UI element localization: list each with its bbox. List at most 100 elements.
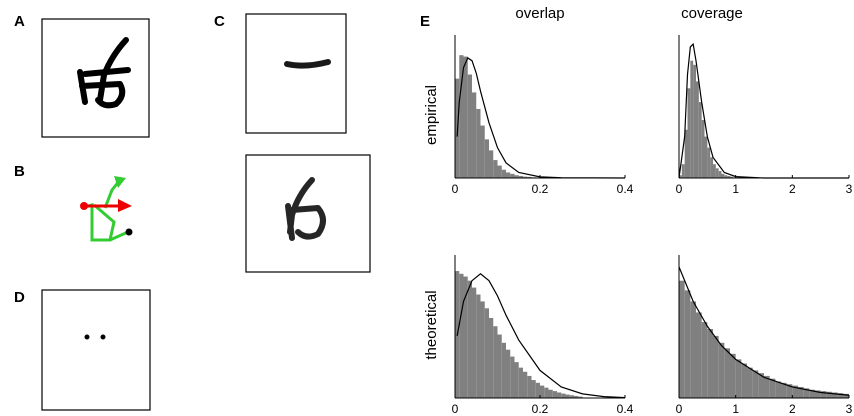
- histogram-bar: [574, 395, 579, 398]
- histogram-bar: [681, 164, 685, 178]
- histogram-bar: [696, 81, 699, 178]
- histogram-bar: [724, 348, 730, 398]
- histogram-bar: [715, 168, 719, 178]
- panel-label: C: [214, 13, 225, 30]
- histogram-bar: [690, 301, 696, 398]
- histogram-bar: [459, 55, 464, 178]
- histogram-bar: [463, 276, 468, 398]
- histogram-bar: [718, 342, 725, 398]
- histogram-bar: [684, 129, 688, 178]
- x-tick-label: 0.2: [532, 402, 549, 416]
- histogram-bar: [472, 287, 477, 398]
- histogram-bar: [497, 334, 502, 398]
- histogram-bar: [684, 290, 691, 398]
- histogram-bar: [501, 169, 506, 178]
- x-tick-label: 1: [732, 182, 739, 196]
- histogram-bar: [710, 157, 713, 178]
- histogram-bar: [493, 160, 498, 178]
- histogram-bar: [679, 280, 685, 398]
- histogram-bar: [730, 353, 736, 398]
- histogram-bar: [690, 60, 694, 179]
- histogram-bar: [501, 342, 506, 398]
- panel-label: A: [14, 13, 25, 30]
- column-title: coverage: [681, 5, 743, 22]
- row-title: theoretical: [423, 290, 440, 359]
- histogram-bar: [467, 280, 472, 398]
- histogram-bar: [489, 317, 494, 398]
- fit-curve: [456, 57, 626, 179]
- panel-label: B: [14, 163, 25, 180]
- histogram-bar: [569, 395, 574, 398]
- histogram-bar: [713, 335, 719, 398]
- x-tick-label: 3: [846, 182, 853, 196]
- histogram-bar: [741, 363, 747, 398]
- histogram-bar: [679, 175, 682, 178]
- histogram-bar: [696, 312, 702, 398]
- histogram-bar: [687, 88, 691, 178]
- histogram-bar: [467, 74, 472, 178]
- x-tick-label: 0.4: [617, 182, 634, 196]
- histogram-bar: [480, 125, 485, 178]
- column-title: overlap: [515, 5, 564, 22]
- histogram-bar: [497, 165, 502, 178]
- histogram-bar: [531, 380, 536, 398]
- histogram-bar: [781, 382, 787, 398]
- histogram-bar: [544, 387, 549, 398]
- histogram-bar: [484, 139, 489, 178]
- histogram-bar: [510, 173, 515, 178]
- histogram-bar: [798, 386, 804, 398]
- x-tick-label: 3: [846, 402, 853, 416]
- histogram-bar: [578, 396, 583, 398]
- x-tick-label: 0.2: [532, 182, 549, 196]
- histogram-bar: [832, 392, 838, 398]
- histogram-bar: [698, 102, 702, 178]
- histogram-bar: [480, 301, 485, 398]
- fit-curve: [456, 273, 626, 399]
- panel-label: E: [420, 13, 430, 30]
- histogram-bar: [535, 382, 540, 398]
- histogram-bar: [510, 356, 515, 398]
- histogram-bar: [792, 385, 798, 398]
- histogram-bar: [472, 92, 477, 178]
- histogram-bar: [489, 150, 494, 178]
- histogram-bar: [484, 308, 489, 398]
- x-tick-label: 0.4: [617, 402, 634, 416]
- histogram-bar: [527, 375, 532, 398]
- histogram-bar: [758, 373, 764, 398]
- histogram-bar: [518, 175, 523, 178]
- x-tick-label: 0: [452, 402, 459, 416]
- histogram-bar: [523, 176, 528, 178]
- histogram-bar: [843, 393, 849, 398]
- histogram-bar: [704, 136, 708, 178]
- histogram-bar: [540, 385, 545, 398]
- histogram-bar: [701, 322, 708, 398]
- x-tick-label: 1: [732, 402, 739, 416]
- panel-d-image: [41, 289, 151, 411]
- histogram-bar: [837, 393, 844, 398]
- histogram-bar: [735, 359, 742, 398]
- x-tick-label: 0: [676, 182, 683, 196]
- histogram-bar: [769, 378, 776, 398]
- x-tick-label: 0: [676, 402, 683, 416]
- histogram-bar: [803, 388, 810, 398]
- histogram-bar: [701, 120, 705, 178]
- histogram-bar: [557, 392, 562, 398]
- histogram-bar: [476, 294, 481, 398]
- histogram-bar: [713, 164, 716, 178]
- histogram-bar: [775, 381, 781, 398]
- histogram-bar: [561, 393, 566, 398]
- panel-label: D: [14, 289, 25, 306]
- histogram-bar: [552, 391, 557, 398]
- histogram-bar: [548, 389, 553, 398]
- x-tick-label: 2: [789, 402, 796, 416]
- histogram-bar: [826, 391, 832, 398]
- histogram-bar: [506, 349, 511, 398]
- histogram-bar: [514, 362, 519, 398]
- histogram-bar: [747, 367, 753, 398]
- histogram-bar: [493, 326, 498, 398]
- histogram-bar: [809, 389, 815, 398]
- histogram-bar: [693, 64, 696, 178]
- histogram-bar: [527, 176, 532, 178]
- histogram-bar: [476, 109, 481, 178]
